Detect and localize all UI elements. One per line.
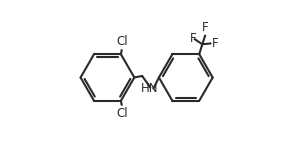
Text: F: F <box>190 32 196 45</box>
Text: F: F <box>202 21 209 34</box>
Text: HN: HN <box>141 82 159 95</box>
Text: Cl: Cl <box>117 35 128 48</box>
Text: Cl: Cl <box>117 107 128 120</box>
Text: F: F <box>212 37 219 50</box>
